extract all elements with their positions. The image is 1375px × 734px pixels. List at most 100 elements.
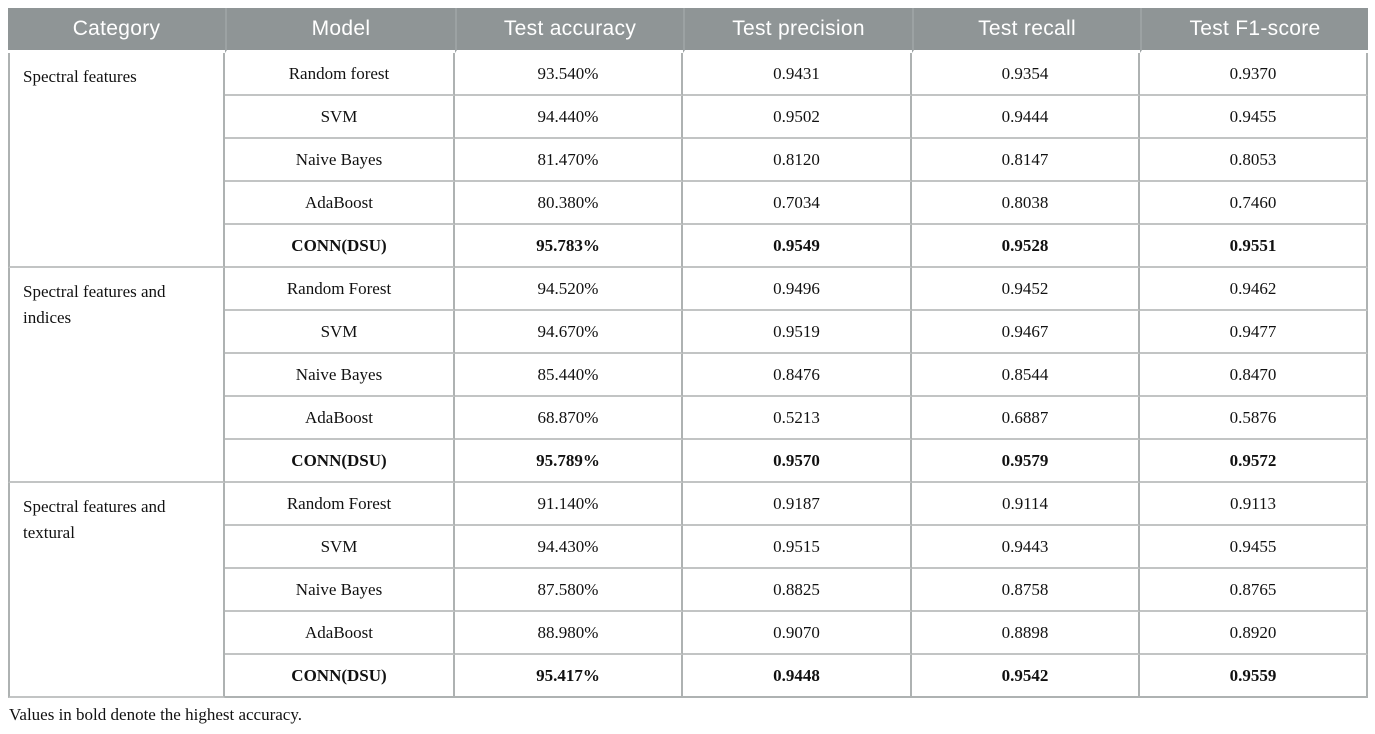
accuracy-cell: 85.440% <box>455 354 683 397</box>
recall-cell: 0.8758 <box>912 569 1140 612</box>
table-row: Spectral features and indices Random Fore… <box>8 268 1368 483</box>
f1-cell: 0.9572 <box>1140 440 1368 483</box>
column-header-model: Model <box>225 8 455 53</box>
recall-cell: 0.8147 <box>912 139 1140 182</box>
column-header-recall: Test recall <box>912 8 1140 53</box>
recall-cell: 0.8544 <box>912 354 1140 397</box>
recall-cell: 0.8898 <box>912 612 1140 655</box>
recall-cell: 0.9542 <box>912 655 1140 698</box>
table-row: CONN(DSU) 95.783% 0.9549 0.9528 0.9551 <box>8 225 1368 268</box>
accuracy-cell: 94.430% <box>455 526 683 569</box>
accuracy-cell: 88.980% <box>455 612 683 655</box>
precision-cell: 0.9431 <box>683 53 912 96</box>
accuracy-cell: 87.580% <box>455 569 683 612</box>
accuracy-cell: 94.670% <box>455 311 683 354</box>
precision-cell: 0.9070 <box>683 612 912 655</box>
model-cell: Naive Bayes <box>225 569 455 612</box>
header-row: Category Model Test accuracy Test precis… <box>8 8 1368 53</box>
recall-cell: 0.6887 <box>912 397 1140 440</box>
accuracy-cell: 94.440% <box>455 96 683 139</box>
precision-cell: 0.7034 <box>683 182 912 225</box>
table-row: SVM 94.670% 0.9519 0.9467 0.9477 <box>8 311 1368 354</box>
recall-cell: 0.9452 <box>912 268 1140 311</box>
f1-cell: 0.9551 <box>1140 225 1368 268</box>
model-cell: Naive Bayes <box>225 139 455 182</box>
table-row: SVM 94.430% 0.9515 0.9443 0.9455 <box>8 526 1368 569</box>
precision-cell: 0.8120 <box>683 139 912 182</box>
precision-cell: 0.9519 <box>683 311 912 354</box>
model-cell: Random Forest <box>225 483 455 526</box>
accuracy-cell: 94.520% <box>455 268 683 311</box>
accuracy-cell: 93.540% <box>455 53 683 96</box>
f1-cell: 0.9477 <box>1140 311 1368 354</box>
recall-cell: 0.9114 <box>912 483 1140 526</box>
model-cell: AdaBoost <box>225 612 455 655</box>
model-cell: Naive Bayes <box>225 354 455 397</box>
f1-cell: 0.9370 <box>1140 53 1368 96</box>
f1-cell: 0.5876 <box>1140 397 1368 440</box>
accuracy-cell: 81.470% <box>455 139 683 182</box>
table-row: AdaBoost 88.980% 0.9070 0.8898 0.8920 <box>8 612 1368 655</box>
results-table: Category Model Test accuracy Test precis… <box>8 8 1368 698</box>
f1-cell: 0.9559 <box>1140 655 1368 698</box>
precision-cell: 0.9496 <box>683 268 912 311</box>
category-cell: Spectral features and indices <box>8 268 225 483</box>
model-cell: Random Forest <box>225 268 455 311</box>
model-cell: Random forest <box>225 53 455 96</box>
table-row: AdaBoost 80.380% 0.7034 0.8038 0.7460 <box>8 182 1368 225</box>
accuracy-cell: 91.140% <box>455 483 683 526</box>
table-row: Spectral features Random forest 93.540% 0.9… <box>8 53 1368 268</box>
table-row: Naive Bayes 85.440% 0.8476 0.8544 0.8470 <box>8 354 1368 397</box>
accuracy-cell: 68.870% <box>455 397 683 440</box>
precision-cell: 0.9187 <box>683 483 912 526</box>
precision-cell: 0.8825 <box>683 569 912 612</box>
precision-cell: 0.8476 <box>683 354 912 397</box>
f1-cell: 0.7460 <box>1140 182 1368 225</box>
model-cell: SVM <box>225 96 455 139</box>
table-row: SVM 94.440% 0.9502 0.9444 0.9455 <box>8 96 1368 139</box>
accuracy-cell: 95.789% <box>455 440 683 483</box>
model-cell: AdaBoost <box>225 182 455 225</box>
table-row: CONN(DSU) 95.789% 0.9570 0.9579 0.9572 <box>8 440 1368 483</box>
table-row: CONN(DSU) 95.417% 0.9448 0.9542 0.9559 <box>8 655 1368 698</box>
model-cell: AdaBoost <box>225 397 455 440</box>
precision-cell: 0.9448 <box>683 655 912 698</box>
model-cell: SVM <box>225 311 455 354</box>
precision-cell: 0.9570 <box>683 440 912 483</box>
recall-cell: 0.9467 <box>912 311 1140 354</box>
accuracy-cell: 95.783% <box>455 225 683 268</box>
model-cell: CONN(DSU) <box>225 225 455 268</box>
column-header-accuracy: Test accuracy <box>455 8 683 53</box>
table-row: Spectral features and textural Random For… <box>8 483 1368 698</box>
model-cell: SVM <box>225 526 455 569</box>
table-row: Naive Bayes 87.580% 0.8825 0.8758 0.8765 <box>8 569 1368 612</box>
f1-cell: 0.8920 <box>1140 612 1368 655</box>
category-cell: Spectral features <box>8 53 225 268</box>
column-header-category: Category <box>8 8 225 53</box>
model-cell: CONN(DSU) <box>225 655 455 698</box>
category-cell: Spectral features and textural <box>8 483 225 698</box>
recall-cell: 0.9579 <box>912 440 1140 483</box>
f1-cell: 0.9113 <box>1140 483 1368 526</box>
column-header-f1: Test F1-score <box>1140 8 1368 53</box>
f1-cell: 0.8765 <box>1140 569 1368 612</box>
f1-cell: 0.8053 <box>1140 139 1368 182</box>
recall-cell: 0.8038 <box>912 182 1140 225</box>
recall-cell: 0.9354 <box>912 53 1140 96</box>
f1-cell: 0.9455 <box>1140 526 1368 569</box>
recall-cell: 0.9443 <box>912 526 1140 569</box>
f1-cell: 0.8470 <box>1140 354 1368 397</box>
f1-cell: 0.9462 <box>1140 268 1368 311</box>
recall-cell: 0.9444 <box>912 96 1140 139</box>
table-row: Naive Bayes 81.470% 0.8120 0.8147 0.8053 <box>8 139 1368 182</box>
column-header-precision: Test precision <box>683 8 912 53</box>
precision-cell: 0.9549 <box>683 225 912 268</box>
table-footnote: Values in bold denote the highest accura… <box>9 705 302 724</box>
model-cell: CONN(DSU) <box>225 440 455 483</box>
table-row: AdaBoost 68.870% 0.5213 0.6887 0.5876 <box>8 397 1368 440</box>
precision-cell: 0.5213 <box>683 397 912 440</box>
precision-cell: 0.9515 <box>683 526 912 569</box>
f1-cell: 0.9455 <box>1140 96 1368 139</box>
accuracy-cell: 95.417% <box>455 655 683 698</box>
